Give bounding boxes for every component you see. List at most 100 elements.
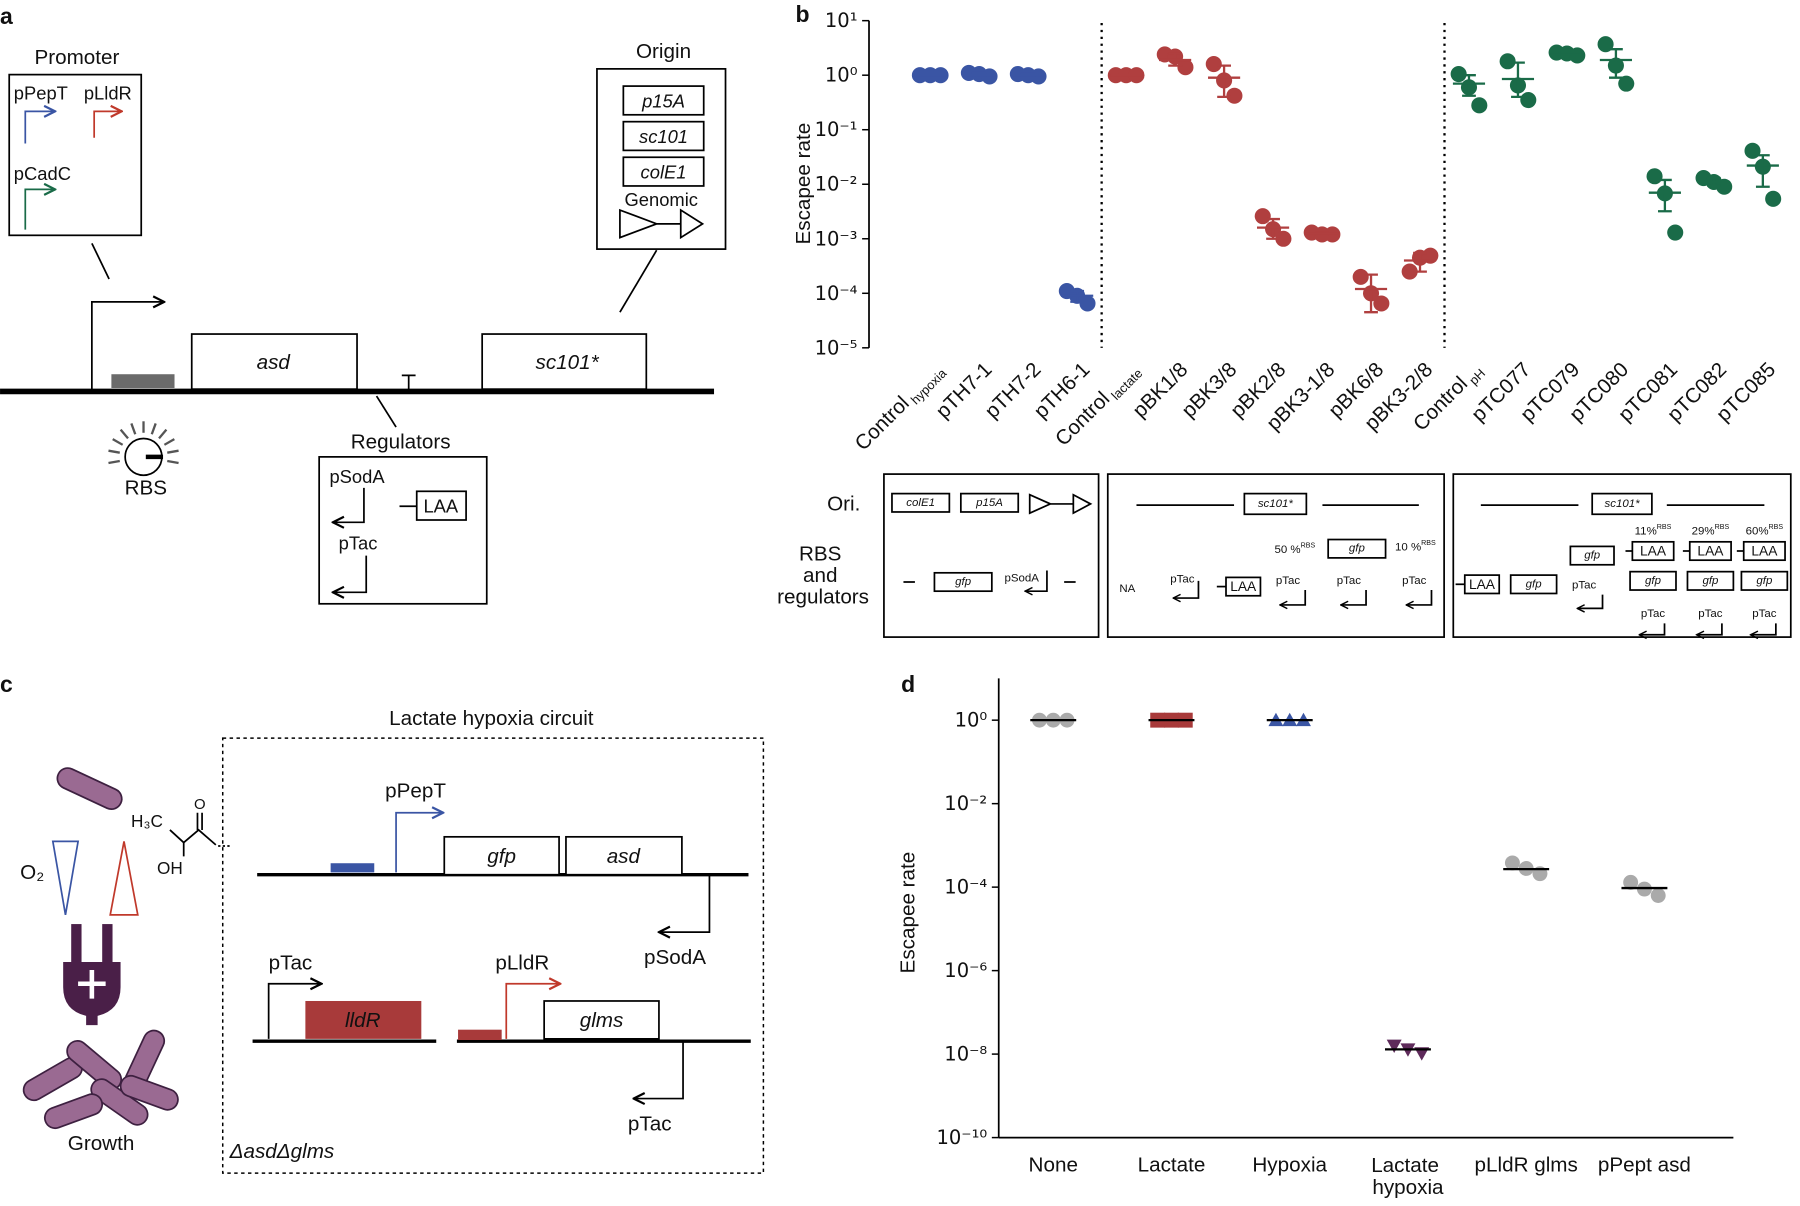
label: NA: [1119, 583, 1135, 595]
x-tick-label: Hypoxia: [1252, 1154, 1327, 1177]
label: pTac: [1337, 575, 1361, 587]
label: O: [194, 796, 206, 813]
point: [1386, 1039, 1402, 1054]
label: Growth: [68, 1132, 135, 1155]
panel-b-table-part: [1173, 580, 1200, 598]
label: pTac: [1572, 579, 1596, 591]
label: pPepT: [385, 779, 446, 802]
point: [1765, 190, 1782, 207]
label-part: RBS: [1769, 523, 1784, 531]
panel-b-table-part: [1569, 545, 1615, 566]
panel-c-diagram-part: [543, 1000, 660, 1040]
label: LAA: [1640, 543, 1667, 558]
label: RBS: [125, 476, 167, 499]
label: lldR: [345, 1009, 381, 1032]
panel-b-table-part: [1452, 473, 1792, 638]
panel-c-diagram-part: [71, 924, 82, 965]
label: asd: [607, 845, 642, 868]
label: pLldR: [84, 82, 132, 103]
panel-a-diagram-part: [622, 156, 705, 187]
point: [1401, 263, 1418, 280]
panel-c-diagram-part-part: [66, 1040, 123, 1091]
y-tick-label: 10¹: [825, 9, 858, 32]
panel-b-table-part: [1280, 590, 1307, 605]
panel-b-table-part: [959, 492, 1020, 513]
error-bar: [1413, 251, 1427, 273]
point: [1177, 59, 1194, 76]
label: gfp: [1584, 550, 1601, 562]
label: pSodA: [1004, 573, 1039, 585]
x-tick-label: Lactate hypoxia: [1371, 1154, 1445, 1199]
label: gfp: [1645, 575, 1662, 587]
y-tick-label: 10⁻⁸: [944, 1043, 987, 1066]
point: [1275, 230, 1292, 247]
label: Origin: [636, 40, 691, 63]
panel-b-table: [883, 473, 1792, 638]
label: LAA: [1230, 579, 1257, 594]
rbs-ray: [167, 449, 179, 454]
label: p15A: [975, 497, 1003, 509]
panel-c-diagram-part: [305, 1000, 422, 1039]
label-part: RBS: [1657, 523, 1672, 531]
error-bar: [1658, 178, 1672, 213]
label: a: [0, 3, 13, 29]
point: [1254, 208, 1271, 225]
label: Ori.: [827, 492, 860, 515]
point: [1226, 87, 1243, 104]
label: gfp: [1349, 543, 1366, 555]
label: Lactate hypoxia circuit: [389, 707, 594, 730]
label: gfp: [1702, 575, 1719, 587]
x-tick-label-part: Lactate: [1371, 1154, 1445, 1177]
x-tick-label-part: hypoxia: [1372, 1175, 1444, 1198]
panel-b-table-part: [1406, 590, 1433, 605]
x-tick-label: pPept asd: [1598, 1154, 1691, 1177]
point: [1520, 92, 1537, 109]
panel-c-diagram-part: [78, 969, 106, 999]
panel-b-table-part: [891, 492, 951, 513]
error-bar: [1266, 217, 1280, 240]
label: sc101*: [1604, 498, 1640, 510]
label: 29%RBS: [1692, 523, 1730, 538]
panel-c-diagram-part: [565, 835, 683, 876]
panel-c-diagram-part: [505, 984, 560, 1039]
label-part: and: [803, 563, 843, 586]
x-tick-label: None: [1029, 1154, 1078, 1177]
panel-c-diagram-part: [109, 841, 139, 916]
point: [1373, 295, 1390, 312]
panel-a-diagram-part: [622, 120, 705, 152]
error-bar: [1609, 48, 1623, 79]
label: 50 %RBS: [1274, 541, 1315, 556]
label: 60%RBS: [1746, 523, 1784, 538]
panel-b-table-part: [1591, 492, 1653, 516]
label: pLldR: [495, 952, 549, 975]
label: pTac: [339, 532, 378, 553]
panel-c-diagram-part: [22, 767, 179, 1130]
y-tick-label: 10⁻³: [815, 227, 858, 250]
panel-b-table-part: [1509, 574, 1558, 595]
panel-b-table-part: [1341, 590, 1367, 605]
label: d: [901, 671, 915, 697]
label: 10 %RBS: [1395, 539, 1436, 554]
panel-b-table-part: [1106, 473, 1445, 638]
label: ΔasdΔglms: [229, 1140, 335, 1163]
label: pSodA: [644, 946, 706, 969]
panel-b-table-part: [1639, 623, 1666, 634]
panel-b-table-part: [883, 473, 1100, 638]
label: pTac: [1276, 575, 1300, 587]
panel-b-table-part: [1629, 570, 1677, 591]
label-part: regulators: [777, 585, 869, 608]
rbs-rays: [108, 421, 179, 465]
panel-b-table-part: [1751, 623, 1777, 634]
label: colE1: [906, 497, 935, 509]
panel-a-diagram-part: [8, 73, 143, 237]
label: pPepT: [14, 82, 68, 103]
label: sc101*: [1258, 498, 1294, 510]
point: [1618, 75, 1635, 92]
panel-a-diagram-part: [318, 456, 488, 605]
y-tick-label: 10⁰: [825, 64, 858, 87]
panel-b-table-part: [1327, 538, 1387, 559]
point: [1414, 1047, 1430, 1061]
panel-c-diagram-part: [330, 863, 375, 873]
label: gfp: [487, 845, 516, 868]
